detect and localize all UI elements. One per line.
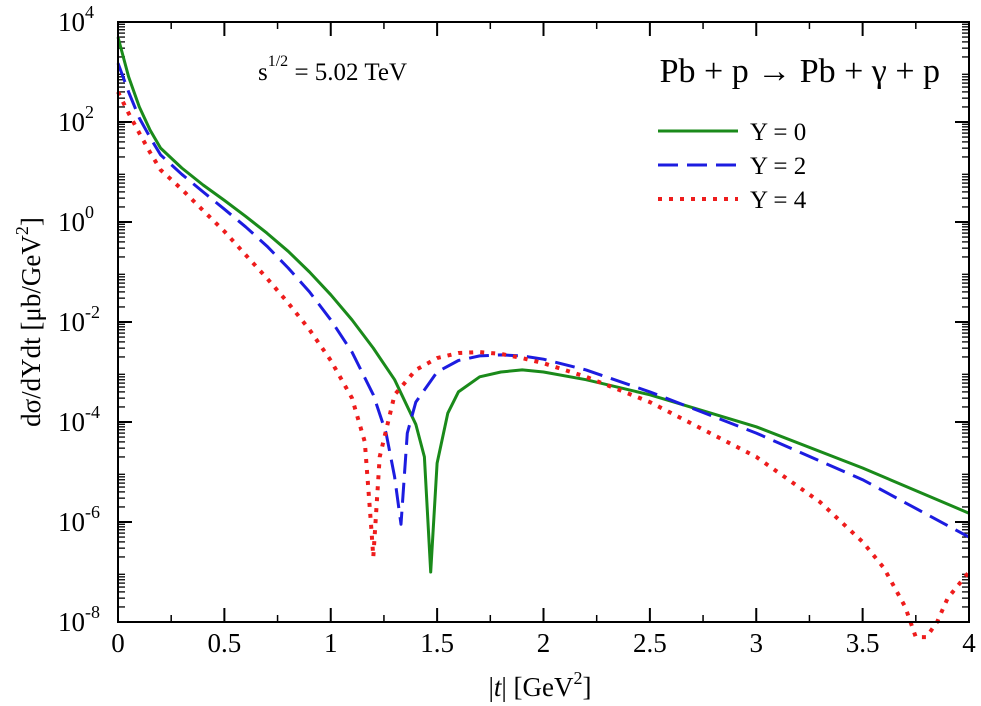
series-layer [116,36,971,640]
x-tick-label: 2 [537,628,551,658]
x-tick-label: 1 [324,628,338,658]
y-tick-label: 10-4 [58,402,100,437]
x-axis-label: |t| [GeV2] [488,668,591,702]
reaction-annotation: Pb + p → Pb + γ + p [660,53,940,90]
x-tick-label: 4 [962,628,976,658]
x-tick-label: 2.5 [633,628,667,658]
series-line-0 [116,36,970,574]
x-tick-label: 0 [111,628,125,658]
x-tick-label: 3.5 [846,628,880,658]
x-tick-label: 3 [750,628,764,658]
y-tick-label: 10-2 [58,302,100,337]
x-tick-labels: 0 0.5 1 1.5 2 2.5 3 3.5 4 [111,628,976,658]
y-tick-label: 10-6 [58,502,100,537]
energy-annotation: s1/2 = 5.02 TeV [258,53,407,86]
y-axis-label: dσ/dYdt [μb/GeV2] [12,217,46,427]
plot-frame [117,21,970,623]
legend-label-0: Y = 0 [750,119,806,146]
plot-area [118,22,969,622]
series-line-2 [116,91,971,640]
y-tick-label: 100 [58,202,94,237]
legend: Y = 0 Y = 2 Y = 4 [658,119,807,214]
y-tick-label: 10-8 [58,602,100,637]
x-tick-label: 1.5 [420,628,454,658]
x-tick-label: 0.5 [208,628,242,658]
legend-label-2: Y = 4 [750,187,807,214]
y-tick-label: 104 [58,2,94,37]
legend-label-1: Y = 2 [750,153,806,180]
minor-ticks [118,22,969,622]
y-tick-labels: 104 102 100 10-2 10-4 10-6 10-8 [58,2,100,637]
y-tick-label: 102 [58,102,94,137]
